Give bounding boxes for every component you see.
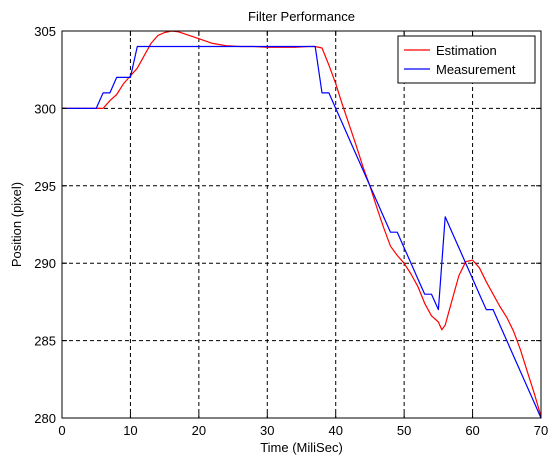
y-tick-label: 290 [34, 256, 56, 271]
legend-label-estimation: Estimation [436, 43, 497, 58]
x-tick-label: 70 [534, 423, 548, 438]
y-axis-ticks: 280 285 290 295 300 305 [34, 24, 541, 426]
legend: Estimation Measurement [397, 35, 536, 84]
legend-label-measurement: Measurement [436, 62, 516, 77]
x-tick-label: 20 [192, 423, 206, 438]
x-tick-label: 60 [465, 423, 479, 438]
x-axis-ticks: 0 10 20 30 40 50 60 70 [58, 31, 548, 438]
series-line-estimation [62, 30, 542, 417]
y-tick-label: 295 [34, 179, 56, 194]
x-tick-label: 0 [58, 423, 65, 438]
grid-lines [62, 31, 541, 418]
plot-frame [61, 30, 542, 419]
y-tick-label: 285 [34, 334, 56, 349]
chart-title: Filter Performance [248, 9, 355, 24]
x-axis-label: Time (MiliSec) [260, 440, 343, 455]
plot-area-frame [61, 30, 542, 419]
series-lines [62, 30, 542, 419]
x-tick-label: 10 [123, 423, 137, 438]
legend-box [397, 35, 536, 84]
y-tick-label: 300 [34, 101, 56, 116]
y-axis-label: Position (pixel) [9, 182, 24, 267]
y-tick-label: 280 [34, 411, 56, 426]
x-tick-label: 30 [260, 423, 274, 438]
x-tick-label: 40 [328, 423, 342, 438]
y-tick-label: 305 [34, 24, 56, 39]
x-tick-label: 50 [397, 423, 411, 438]
series-line-measurement [62, 45, 542, 419]
